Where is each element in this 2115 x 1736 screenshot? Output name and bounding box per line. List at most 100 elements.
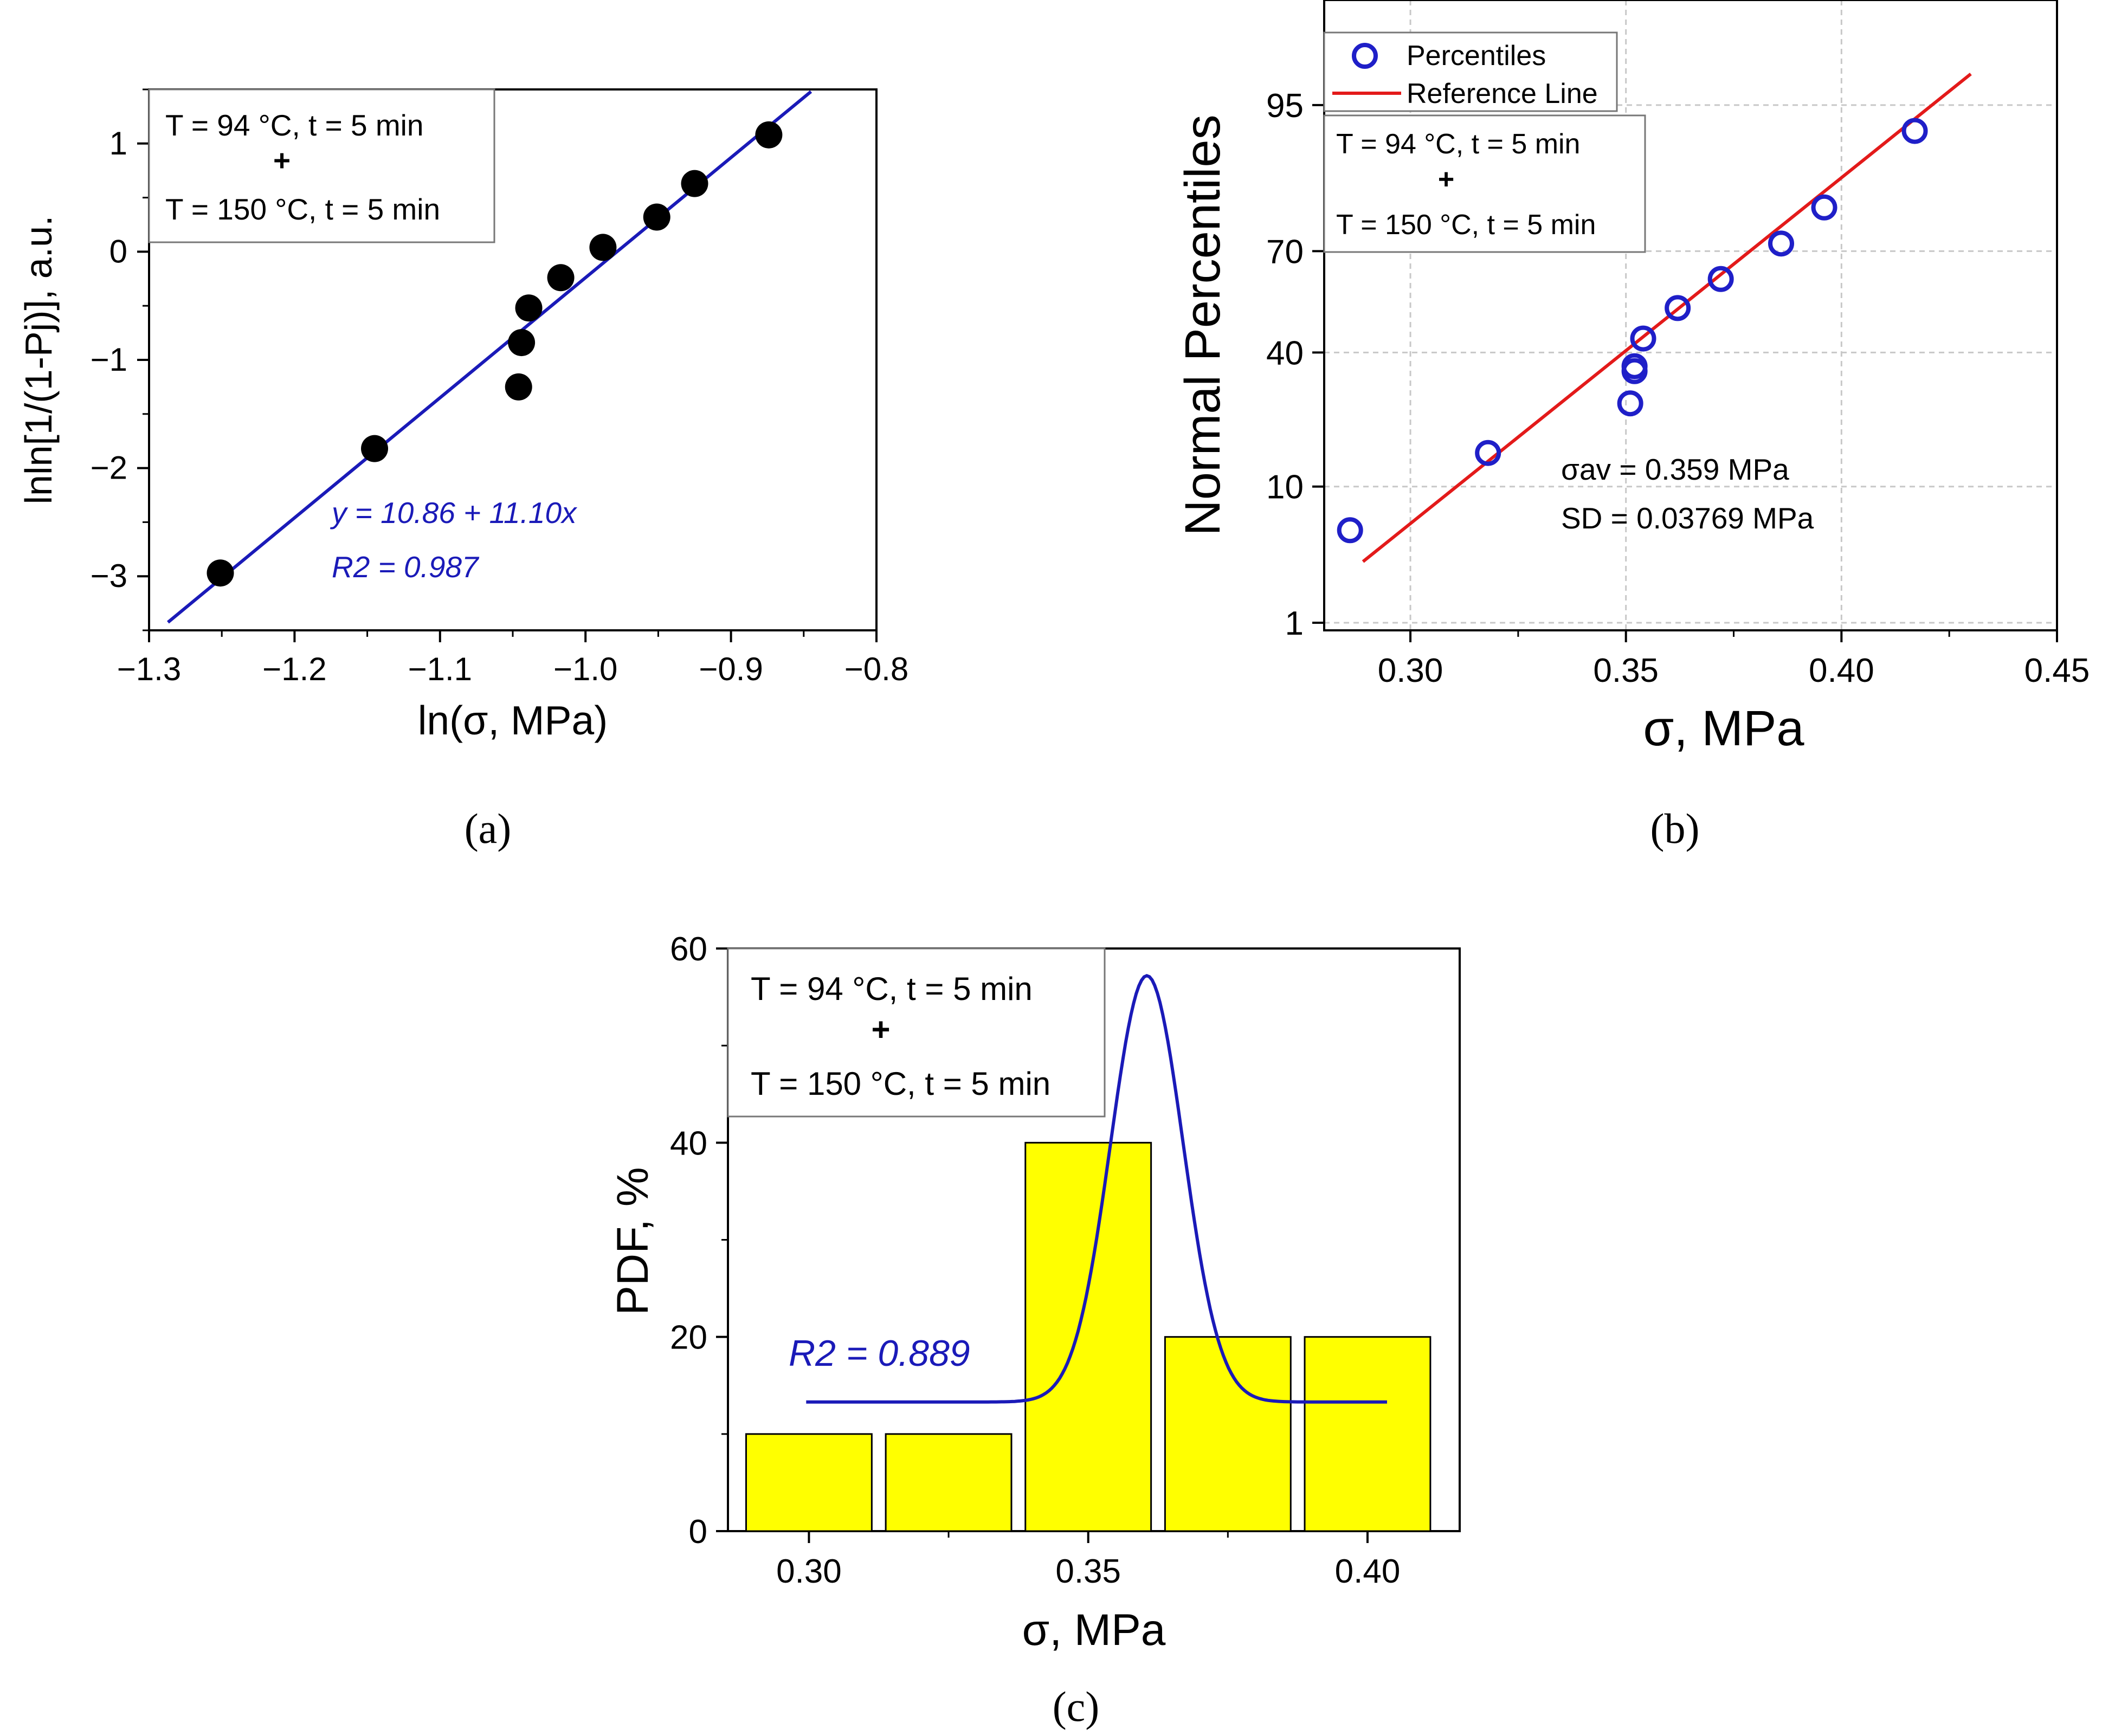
panel-c-r2: R2 = 0.889: [789, 1333, 970, 1374]
panel-a-data-point: [515, 294, 543, 322]
panel-b-percentile-point: [1901, 118, 1928, 144]
panel-a-y-tick-label: −1: [91, 341, 127, 378]
panel-c-condition-plus: +: [871, 1011, 890, 1048]
panel-c: 0.30 0.35 0.40 0 20 40 60 T = 94 °C, t = 5 mi…: [608, 931, 1461, 1730]
panel-b-percentile-point: [1621, 353, 1648, 379]
panel-c-y-axis: 0 20 40 60: [670, 931, 728, 1551]
panel-b-y-tick-label: 40: [1266, 334, 1304, 372]
panel-b-percentile-point: [1337, 517, 1363, 544]
panel-b-plot-frame: [1323, 0, 2058, 631]
panel-a-x-tick-label: −0.8: [844, 651, 908, 687]
panel-c-y-tick-label: 20: [670, 1319, 707, 1357]
panel-a-x-tick-label: −1.1: [408, 651, 472, 687]
panel-c-condition-line2: T = 150 °C, t = 5 min: [751, 1066, 1050, 1102]
panel-a-r2: R2 = 0.987: [332, 550, 480, 584]
panel-b-x-tick-label: 0.30: [1378, 652, 1443, 689]
panel-c-histogram-bar: [1024, 1141, 1152, 1532]
panel-b-stats-sd: SD = 0.03769 MPa: [1561, 501, 1814, 535]
panel-a-y-tick-label: −3: [91, 558, 127, 594]
panel-b-condition-line2: T = 150 °C, t = 5 min: [1336, 209, 1596, 241]
panel-a-data-point: [508, 329, 536, 357]
panel-c-x-tick-label: 0.30: [776, 1553, 842, 1590]
panel-b-legend: Percentiles Reference Line: [1323, 31, 1618, 112]
panel-b-x-tick-label: 0.35: [1593, 652, 1659, 689]
panel-b-label: (b): [1650, 805, 1700, 852]
panel-b-condition-plus: +: [1438, 164, 1454, 195]
panel-a-x-tick-label: −1.0: [553, 651, 617, 687]
panel-c-histogram-bar: [745, 1433, 873, 1532]
panel-c-label: (c): [1053, 1683, 1100, 1730]
panel-b-stats-sigma: σav = 0.359 MPa: [1561, 453, 1789, 486]
panel-a-data-point: [207, 559, 234, 587]
panel-c-bars: [745, 1141, 1432, 1532]
panel-a-condition-plus: +: [273, 144, 291, 177]
panel-b-y-tick-label: 10: [1266, 469, 1304, 506]
panel-c-fit-curve: [806, 973, 1387, 1404]
panel-c-y-tick-label: 40: [670, 1125, 707, 1162]
panel-a-data-point: [547, 264, 575, 292]
panel-a: −1.3 −1.2 −1.1 −1.0 −0.9 −0.8 −3 −2 −1 0 1 T = 94…: [17, 88, 908, 852]
panel-a-equation: y = 10.86 + 11.10x: [330, 496, 578, 530]
panel-b-reference-segment: [1362, 73, 1972, 563]
panel-b-y-tick-label: 1: [1285, 605, 1304, 642]
panel-b-condition-box: T = 94 °C, t = 5 min + T = 150 °C, t = 5…: [1323, 114, 1646, 253]
panel-a-condition-line2: T = 150 °C, t = 5 min: [165, 192, 440, 226]
panel-a-condition-line1: T = 94 °C, t = 5 min: [165, 108, 423, 142]
panel-a-y-tick-label: −2: [91, 450, 127, 486]
panel-c-x-axis: 0.30 0.35 0.40: [776, 1531, 1400, 1590]
panel-b-condition-box-frame: [1323, 114, 1646, 253]
panel-c-y-tick-label: 0: [689, 1513, 707, 1551]
panel-b-percentile-point: [1475, 440, 1501, 466]
panel-b-percentile-point: [1617, 390, 1643, 417]
panel-b-y-axis: 1 10 40 70 95: [1266, 87, 1324, 642]
panel-a-label: (a): [465, 805, 512, 852]
panel-a-data-point: [643, 203, 670, 231]
panel-a-x-label: ln(σ, MPa): [418, 698, 608, 743]
panel-b-percentile-point: [1665, 295, 1691, 321]
panel-c-x-tick-label: 0.40: [1335, 1553, 1401, 1590]
panel-c-gaussian-fit-path: [806, 973, 1387, 1404]
panel-c-y-tick-label: 60: [670, 931, 707, 968]
panel-c-x-label: σ, MPa: [1022, 1605, 1166, 1655]
panel-a-data-point: [505, 373, 532, 401]
panel-b-x-label: σ, MPa: [1643, 701, 1804, 756]
panel-a-data-point: [681, 170, 708, 197]
panel-b-x-tick-label: 0.40: [1809, 652, 1874, 689]
panel-a-condition-box: T = 94 °C, t = 5 min + T = 150 °C, t = 5…: [148, 88, 495, 243]
panel-a-y-label: lnln[1/(1-Pj)], a.u.: [17, 216, 60, 505]
panel-b-reference-line: [1362, 73, 1972, 563]
panel-a-data-point: [589, 234, 617, 261]
panel-b-condition-line1: T = 94 °C, t = 5 min: [1336, 128, 1580, 160]
panel-b-points: [1337, 118, 1928, 544]
panel-b-percentile-point: [1630, 325, 1656, 352]
panel-c-condition-box-frame: [727, 947, 1106, 1118]
panel-a-x-axis: −1.3 −1.2 −1.1 −1.0 −0.9 −0.8: [117, 630, 908, 687]
percentiles-legend-label: Percentiles: [1407, 40, 1546, 72]
reference-line-legend-label: Reference Line: [1407, 78, 1598, 109]
panel-b-y-tick-label: 95: [1266, 87, 1304, 125]
panel-a-x-tick-label: −1.2: [262, 651, 326, 687]
panel-b-y-tick-label: 70: [1266, 233, 1304, 270]
panel-b-percentile-point: [1707, 266, 1734, 292]
panel-b-percentile-point: [1811, 194, 1837, 221]
panel-b-x-axis: 0.30 0.35 0.40 0.45: [1378, 630, 2090, 689]
panel-a-data-point: [361, 435, 389, 462]
percentiles-legend-marker: [1352, 43, 1378, 69]
panel-b: 0.30 0.35 0.40 0.45 1 10 40 70 95 Percentiles R…: [1175, 0, 2090, 852]
panel-a-data-point: [755, 121, 783, 149]
panel-c-condition-box: T = 94 °C, t = 5 min + T = 150 °C, t = 5…: [727, 947, 1106, 1118]
panel-a-points: [207, 121, 783, 587]
panel-c-condition-line1: T = 94 °C, t = 5 min: [751, 971, 1033, 1007]
panel-c-histogram-bar: [885, 1433, 1013, 1532]
panel-a-y-tick-label: 1: [109, 125, 127, 162]
panel-b-y-label: Normal Percentiles: [1175, 114, 1230, 535]
panel-a-x-tick-label: −1.3: [117, 651, 181, 687]
panel-b-x-tick-label: 0.45: [2024, 652, 2090, 689]
panel-a-x-tick-label: −0.9: [699, 651, 763, 687]
panel-c-x-tick-label: 0.35: [1055, 1553, 1121, 1590]
panel-c-y-label: PDF, %: [608, 1167, 657, 1315]
panel-a-y-axis: −3 −2 −1 0 1: [91, 88, 149, 631]
panel-c-histogram-bar: [1304, 1336, 1432, 1532]
panel-a-y-tick-label: 0: [109, 233, 127, 269]
